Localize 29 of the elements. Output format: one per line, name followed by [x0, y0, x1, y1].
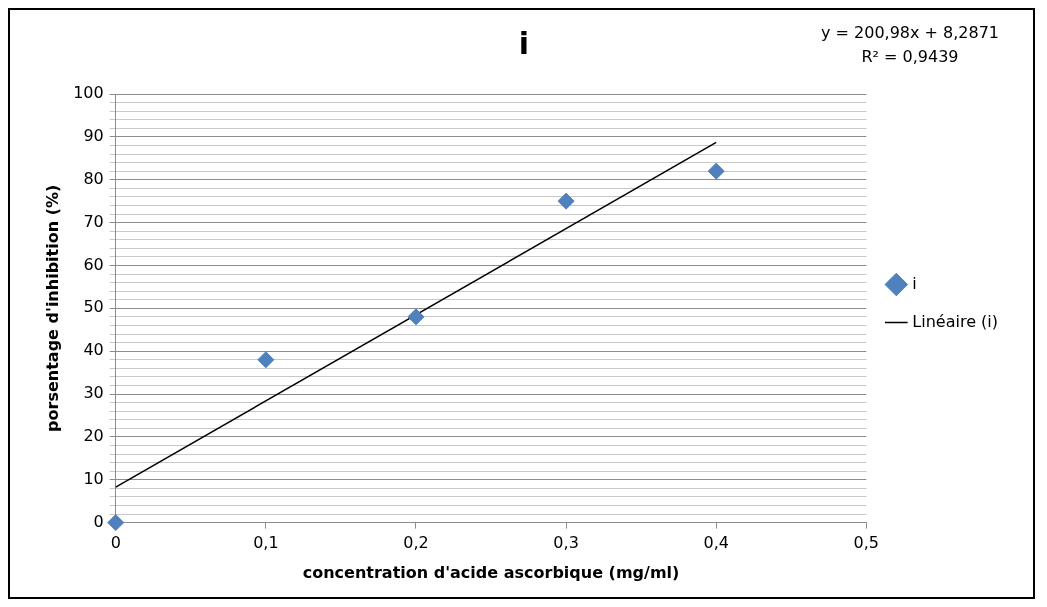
x-axis-title: concentration d'acide ascorbique (mg/ml) — [302, 562, 680, 582]
y-tick-label: 60 — [83, 254, 104, 274]
x-tick-label: 0,1 — [253, 533, 279, 553]
x-tick-label: 0,3 — [553, 533, 579, 553]
y-tick-label: 10 — [83, 468, 104, 488]
y-tick-label: 20 — [83, 426, 104, 446]
x-tick-label: 0,4 — [703, 533, 729, 553]
text: y = 200,98x + 8,2871 — [820, 23, 1000, 43]
point — [407, 308, 425, 326]
y-tick-label: 0 — [93, 511, 104, 531]
y-tick-label: 70 — [83, 211, 104, 231]
y-axis-title: porsentage d'inhibition (%) — [42, 184, 62, 432]
y-tick-label: 80 — [83, 168, 104, 188]
point — [257, 351, 275, 369]
legend-label: i — [912, 273, 917, 293]
legend-label: Linéaire (i) — [912, 311, 999, 331]
x-tick-label: 0,5 — [853, 533, 880, 553]
y-tick-label: 90 — [83, 126, 104, 146]
y-tick-label: 30 — [83, 383, 104, 403]
point — [557, 192, 575, 210]
chart-title: i — [518, 25, 530, 61]
y-tick-label: 40 — [83, 340, 104, 360]
y-tick-label: 50 — [83, 297, 104, 317]
x-tick-label: 0,2 — [403, 533, 429, 553]
point — [107, 514, 125, 532]
x-tick-label: 0 — [110, 533, 121, 553]
text: R² = 0,9439 — [861, 47, 959, 67]
point — [707, 162, 725, 180]
y-tick-label: 100 — [73, 83, 104, 103]
